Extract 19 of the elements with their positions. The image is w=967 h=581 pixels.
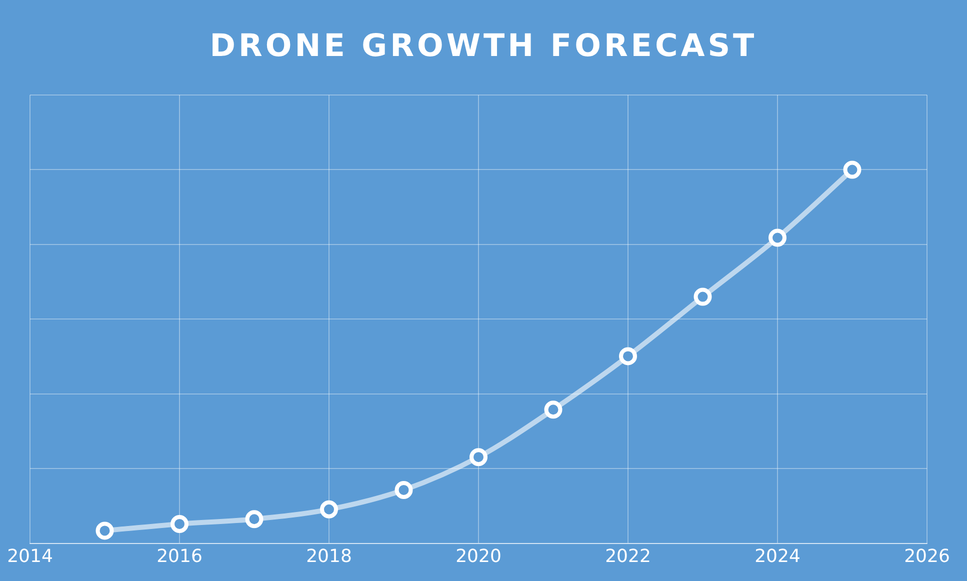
x-tick-label: 2024 [754,546,800,567]
x-tick-label: 2020 [456,546,502,567]
point [694,288,712,306]
point [245,510,264,528]
point [320,500,338,518]
x-tick-label: 2018 [306,546,352,567]
point [619,347,637,366]
x-tick-label: 2022 [605,546,651,567]
chart-title: DRONE GROWTH FORECAST [208,28,758,64]
x-tick-label: 2016 [156,546,202,567]
point [470,448,488,466]
point [768,228,786,247]
point [394,480,413,499]
point [96,522,114,540]
point [544,400,562,419]
point [843,160,862,179]
point [170,514,188,533]
x-tick-label: 2026 [904,546,950,567]
x-tick-label: 2014 [7,546,53,567]
